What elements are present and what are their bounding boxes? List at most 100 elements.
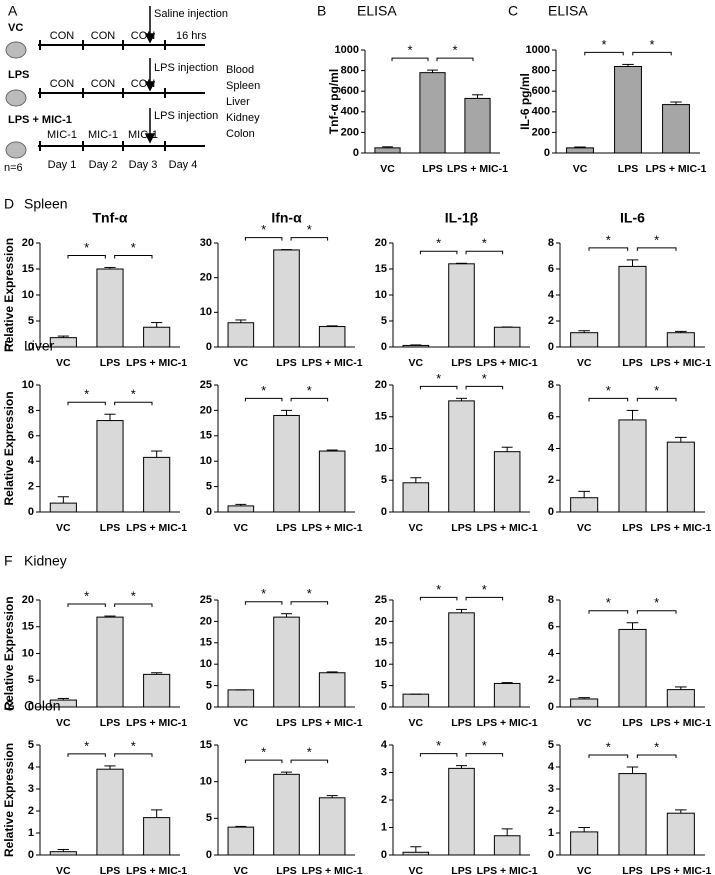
x-tick-label: LPS [276,357,296,369]
y-tick-label: 0 [548,506,554,518]
x-tick-label: LPS [100,357,120,369]
y-tick-label: 400 [341,106,359,118]
x-tick-label: VC [380,163,395,175]
significance-bracket [588,247,629,251]
x-tick-label: LPS + MIC-1 [126,865,187,875]
significance-bracket [636,754,677,758]
significance-bracket [419,385,458,390]
x-tick-label: VC [409,357,424,369]
y-tick-label: 10 [200,776,212,788]
significance-bracket [584,51,624,56]
bar [666,812,695,856]
mouse-icon [5,141,27,159]
significance-bracket [244,237,283,241]
bar [96,268,124,348]
organ-label: Blood [226,64,254,76]
y-tick-label: 10 [22,647,34,659]
x-tick-label: LPS [618,163,638,175]
x-tick-label: LPS [451,865,471,875]
x-tick-label: VC [573,163,588,175]
injection-label: LPS injection [154,110,218,122]
x-tick-label: LPS + MIC-1 [477,522,538,534]
significance-star: * [436,582,441,597]
bar [143,326,171,348]
injection-label: Saline injection [154,8,228,20]
row-label: Spleen [24,196,68,212]
significance-bracket [244,601,283,605]
y-tick-label: 20 [22,594,34,606]
y-tick-label: 10 [200,455,212,467]
x-tick-label: LPS + MIC-1 [126,717,187,729]
row-label: Colon [24,698,61,714]
significance-bracket [67,254,106,259]
significance-star: * [606,739,611,754]
y-tick-label: 20 [200,615,212,627]
y-tick-label: 6 [548,411,554,423]
bar [318,672,346,708]
y-tick-label: 0 [544,147,550,159]
significance-star: * [131,738,136,753]
y-tick-label: 4 [548,761,555,773]
y-tick-label: 20 [375,237,387,249]
bar [273,414,300,513]
bar [448,263,475,348]
segment-label: CON [50,78,75,90]
chart-title: Ifn-α [271,210,302,226]
y-tick-label: 10 [375,658,387,670]
y-tick-label: 15 [22,621,34,633]
x-tick-label: LPS + MIC-1 [650,522,711,534]
x-tick-label: VC [56,865,71,875]
y-tick-label: 5 [206,812,212,824]
chart-title: IL-6 [620,210,645,226]
bar [273,773,300,856]
y-tick-label: 10 [22,379,34,391]
group-label: LPS [8,69,29,81]
significance-star: * [261,222,266,237]
significance-bracket [465,753,504,757]
panel-letter: A [8,3,18,19]
y-axis-label: Relative Expression [2,238,16,352]
bar [227,322,255,348]
y-tick-label: 2 [548,674,554,686]
y-tick-label: 0 [206,701,212,713]
bar [666,689,695,708]
x-tick-label: VC [56,717,71,729]
chart-title: ELISA [548,3,588,19]
significance-bracket [391,57,429,62]
significance-bracket [465,385,504,390]
y-tick-label: 5 [381,315,387,327]
row-label: Liver [24,338,55,354]
x-tick-label: LPS + MIC-1 [477,357,538,369]
significance-star: * [84,738,89,753]
panel-letter: B [317,3,326,19]
injection-arrows [144,6,156,144]
duration-label: 16 hrs [176,30,207,42]
bar [143,456,171,513]
x-tick-label: LPS [622,717,642,729]
significance-bracket [290,237,329,241]
y-tick-label: 20 [22,237,34,249]
significance-star: * [606,383,611,398]
x-tick-label: VC [234,357,249,369]
significance-bracket [67,401,106,406]
significance-star: * [436,371,441,386]
bar [570,332,599,348]
significance-bracket [114,753,153,757]
y-tick-label: 10 [200,658,212,670]
x-tick-label: LPS [100,865,120,875]
y-tick-label: 20 [200,272,212,284]
significance-bracket [419,753,458,757]
timelines [38,44,205,147]
y-tick-label: 20 [200,404,212,416]
y-tick-label: 0 [381,506,387,518]
y-tick-label: 15 [200,430,212,442]
significance-bracket [588,397,629,402]
y-tick-label: 0 [206,506,212,518]
bar [402,851,430,856]
group-label: LPS + MIC-1 [8,114,72,126]
bar [448,767,475,856]
significance-bracket [588,754,629,758]
arrow-heads [144,33,156,144]
bar [227,689,255,708]
y-tick-label: 200 [532,126,550,138]
